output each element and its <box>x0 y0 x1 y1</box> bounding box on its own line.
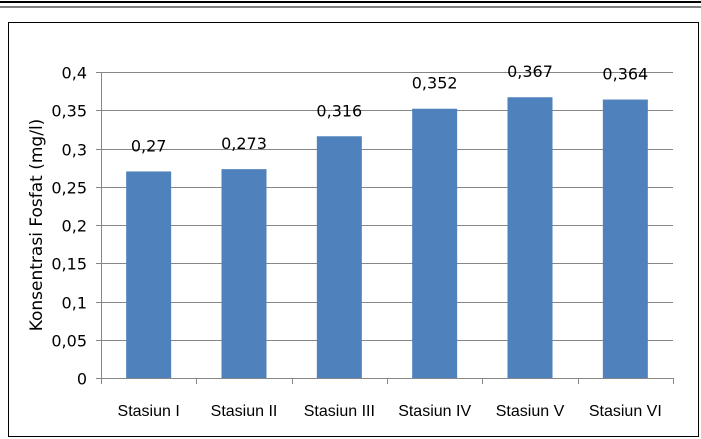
data-label: 0,364 <box>602 65 648 84</box>
x-tick-label: Stasiun I <box>118 403 180 420</box>
x-tick-label: Stasiun III <box>304 403 375 420</box>
bar <box>602 99 648 378</box>
data-labels: 0,27 0,273 0,316 0,352 0,367 0,364 <box>131 62 648 155</box>
bar <box>316 136 362 378</box>
y-tick-label: 0,25 <box>51 179 87 198</box>
data-label: 0,27 <box>131 136 167 155</box>
y-tick-label: 0,3 <box>62 141 87 160</box>
y-tick-label: 0,2 <box>62 217 87 236</box>
bar <box>221 169 267 378</box>
bars <box>126 97 648 379</box>
chart-border <box>8 22 699 437</box>
axes <box>96 72 674 384</box>
data-label: 0,273 <box>221 134 267 153</box>
y-tick-labels: 0 0,05 0,1 0,15 0,2 0,25 0,3 0,35 0,4 <box>51 64 87 389</box>
x-tick-label: Stasiun VI <box>589 403 662 420</box>
bar <box>507 97 553 379</box>
bar <box>412 108 458 378</box>
y-tick-label: 0 <box>77 370 87 389</box>
y-tick-label: 0,15 <box>51 255 87 274</box>
y-tick-label: 0,1 <box>62 294 87 313</box>
x-tick-label: Stasiun IV <box>398 403 471 420</box>
bar <box>126 171 172 378</box>
x-tick-labels: Stasiun I Stasiun II Stasiun III Stasiun IV… <box>118 403 662 420</box>
y-tick-label: 0,05 <box>51 332 87 351</box>
y-axis-title: Konsentrasi Fosfat (mg/l) <box>27 119 47 332</box>
data-label: 0,352 <box>412 74 458 93</box>
data-label: 0,367 <box>507 62 553 81</box>
gridlines <box>101 72 673 341</box>
x-tick-label: Stasiun II <box>211 403 278 420</box>
y-tick-label: 0,4 <box>62 64 87 83</box>
x-tick-label: Stasiun V <box>496 403 565 420</box>
data-label: 0,316 <box>316 101 362 120</box>
y-tick-label: 0,35 <box>51 102 87 121</box>
